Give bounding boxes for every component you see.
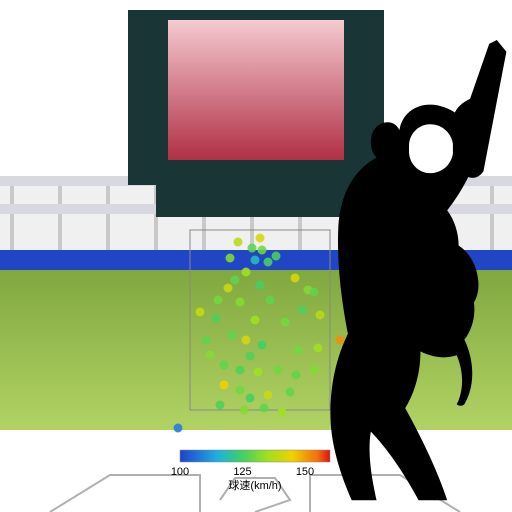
- pitch-point: [246, 352, 255, 361]
- pitch-point: [202, 336, 211, 345]
- pitch-point: [291, 274, 300, 283]
- legend-colorbar: [180, 450, 330, 462]
- pitch-point: [256, 281, 265, 290]
- pitch-point: [240, 406, 249, 415]
- pitch-point: [278, 408, 287, 417]
- legend-tick: 125: [233, 466, 251, 478]
- legend-tick: 150: [296, 466, 314, 478]
- pitch-point: [256, 234, 265, 243]
- pitch-point: [292, 371, 301, 380]
- pitch-point: [236, 366, 245, 375]
- pitch-point: [272, 252, 281, 261]
- pitch-point: [298, 306, 307, 315]
- pitch-point: [310, 288, 319, 297]
- pitch-point: [248, 244, 257, 253]
- pitch-point: [310, 366, 319, 375]
- scoreboard-base: [156, 185, 356, 217]
- pitch-point: [281, 318, 290, 327]
- scoreboard-screen: [168, 20, 344, 160]
- pitch-point: [216, 401, 225, 410]
- pitch-point: [258, 246, 267, 255]
- pitch-point: [226, 254, 235, 263]
- pitch-point: [246, 394, 255, 403]
- pitch-point: [220, 361, 229, 370]
- pitch-point: [251, 316, 260, 325]
- scene-svg: 100 125 150 球速(km/h): [0, 0, 512, 512]
- legend-label: 球速(km/h): [228, 478, 281, 492]
- pitch-point: [231, 276, 240, 285]
- legend-tick: 100: [171, 466, 189, 478]
- pitch-point: [264, 391, 273, 400]
- pitch-point: [336, 336, 345, 345]
- pitch-point: [220, 381, 229, 390]
- pitch-point: [228, 331, 237, 340]
- pitch-point: [236, 298, 245, 307]
- pitch-point: [274, 366, 283, 375]
- pitch-point: [196, 308, 205, 317]
- pitch-point: [236, 386, 245, 395]
- pitch-point: [286, 388, 295, 397]
- pitch-point: [174, 424, 183, 433]
- pitch-point: [214, 296, 223, 305]
- pitch-point: [206, 351, 215, 360]
- pitch-point: [294, 346, 303, 355]
- pitch-point: [254, 368, 263, 377]
- pitch-point: [264, 258, 273, 267]
- pitch-point: [260, 404, 269, 413]
- pitch-point: [251, 256, 260, 265]
- pitch-point: [314, 344, 323, 353]
- pitch-point: [234, 238, 243, 247]
- pitch-point: [258, 341, 267, 350]
- pitch-point: [212, 314, 221, 323]
- pitch-point: [224, 284, 233, 293]
- pitch-point: [242, 336, 251, 345]
- pitch-point: [242, 268, 251, 277]
- pitch-point: [266, 296, 275, 305]
- pitch-point: [316, 311, 325, 320]
- pitch-location-chart: 100 125 150 球速(km/h): [0, 0, 512, 512]
